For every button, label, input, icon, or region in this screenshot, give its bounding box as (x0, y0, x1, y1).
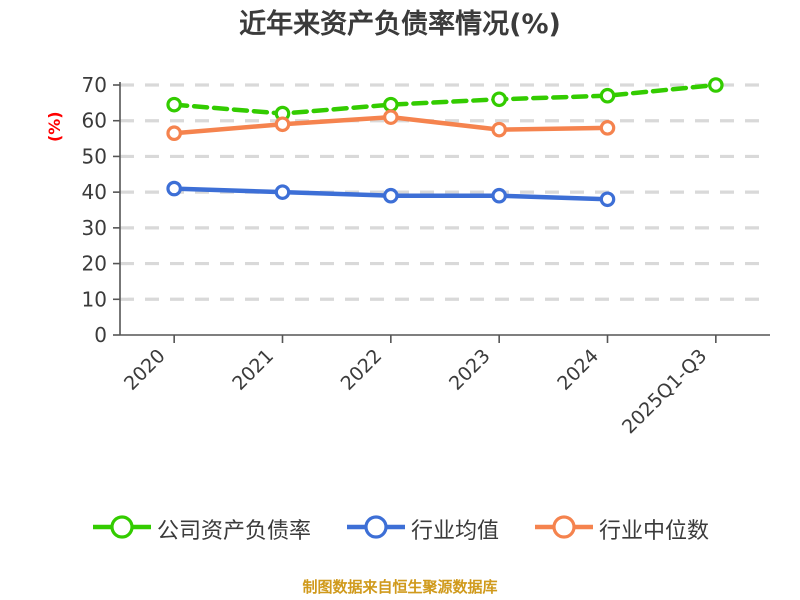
series-data-point (491, 121, 507, 138)
y-tick-label: 70 (82, 73, 107, 97)
axes-group (119, 82, 770, 336)
chart-legend: 公司资产负债率 行业均值 行业中位数 (0, 512, 800, 546)
series-data-point (708, 77, 724, 93)
y-tick-label: 40 (82, 180, 107, 204)
series-data-point (599, 120, 616, 136)
series-data-point (383, 187, 399, 204)
legend-marker-icon (345, 512, 407, 546)
series-data-point (599, 87, 616, 104)
series-data-point (166, 180, 182, 197)
series-data-point (491, 91, 507, 108)
y-tick-label: 0 (94, 323, 107, 347)
legend-item[interactable]: 公司资产负债率 (91, 512, 311, 546)
x-tick-label: 2023 (445, 345, 495, 395)
series-data-point (274, 184, 291, 200)
chart-title: 近年来资产负债率情况(%) (239, 9, 561, 40)
series-data-point (166, 96, 182, 113)
y-tick-label: 30 (82, 216, 107, 240)
x-tick-label: 2020 (120, 345, 170, 395)
x-tick-label: 2024 (553, 345, 603, 395)
y-axis-ticks: 0 10 20 30 40 50 60 70 (82, 73, 120, 347)
plot-area: 0 10 20 30 40 50 60 70 2020 2021 2022 2023 2024 2025… (45, 73, 770, 438)
y-axis-unit-label: (%) (45, 111, 64, 142)
series-data-point (491, 187, 507, 204)
legend-marker-icon (91, 512, 153, 546)
series-line (171, 82, 719, 116)
legend-label: 公司资产负债率 (156, 519, 311, 544)
legend-label: 行业均值 (410, 519, 499, 544)
series-data-point (383, 109, 399, 125)
y-tick-label: 60 (82, 109, 107, 133)
series-data-point (274, 116, 291, 133)
y-tick-label: 10 (82, 287, 107, 311)
y-tick-label: 20 (82, 252, 107, 276)
legend-item[interactable]: 行业中位数 (533, 512, 709, 546)
x-tick-label: 2025Q1-Q3 (618, 345, 711, 438)
x-tick-label: 2022 (337, 345, 387, 395)
footer-source-note: 制图数据来自恒生聚源数据库 (302, 578, 498, 596)
data-series-group (166, 77, 724, 208)
legend-item[interactable]: 行业均值 (345, 512, 499, 546)
legend-label: 行业中位数 (599, 519, 710, 544)
x-axis-ticks: 2020 2021 2022 2023 2024 2025Q1-Q3 (120, 335, 717, 438)
legend-marker-icon (533, 512, 595, 546)
series-data-point (166, 125, 182, 142)
series-data-point (383, 96, 399, 113)
series-data-point (599, 191, 616, 208)
y-tick-label: 50 (82, 144, 107, 168)
x-tick-label: 2021 (228, 345, 278, 395)
y-axis-label: (%) (45, 111, 64, 142)
